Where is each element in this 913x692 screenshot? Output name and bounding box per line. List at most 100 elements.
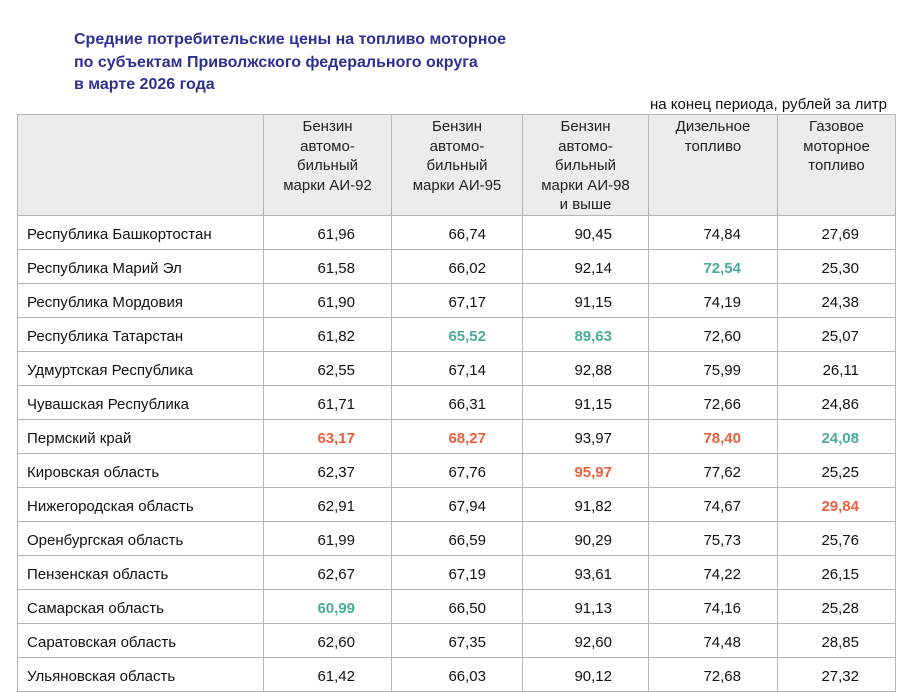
diesel-price-cell: 77,62 — [648, 452, 778, 488]
header-row: Бензин автомо-бильный марки АИ-92 Бензин авт… — [17, 114, 896, 216]
diesel-column-header: Дизельное топливо — [648, 114, 778, 216]
region-name-cell: Республика Мордовия — [17, 282, 264, 318]
header-line: бильный — [426, 157, 488, 174]
price-value: 91,82 — [574, 497, 612, 515]
diesel-price-cell: 72,54 — [648, 248, 778, 284]
price-value: 66,59 — [448, 531, 486, 549]
gas-price-cell: 24,38 — [777, 282, 896, 318]
price-value: 91,13 — [574, 599, 612, 617]
ai95-price-cell: 66,02 — [391, 248, 523, 284]
price-value: 66,50 — [448, 599, 486, 617]
ai92-price-cell: 61,71 — [263, 384, 392, 420]
price-value: 93,97 — [574, 429, 612, 447]
table-row: Нижегородская область 62,91 67,94 91,82 74,6… — [17, 486, 896, 522]
price-value: 66,31 — [448, 395, 486, 413]
ai92-price-cell: 62,37 — [263, 452, 392, 488]
price-value: 62,60 — [317, 633, 355, 651]
price-value: 24,38 — [821, 293, 859, 311]
ai95-price-cell: 66,31 — [391, 384, 523, 420]
price-value: 67,14 — [448, 361, 486, 379]
table-row: Республика Мордовия 61,90 67,17 91,15 74,19 2… — [17, 282, 896, 318]
ai98-price-cell: 93,61 — [522, 554, 649, 590]
header-line: моторное — [803, 137, 870, 155]
ai98-price-cell: 95,97 — [522, 452, 649, 488]
ai95-price-cell: 66,74 — [391, 214, 523, 250]
header-line: топливо — [684, 137, 742, 155]
diesel-price-cell: 74,22 — [648, 554, 778, 590]
region-name-cell: Пензенская область — [17, 554, 264, 590]
table-row: Чувашская Республика 61,71 66,31 91,15 72,66… — [17, 384, 896, 420]
diesel-price-cell: 75,99 — [648, 350, 778, 386]
price-value: 61,82 — [317, 327, 355, 345]
price-value: 65,52 — [448, 327, 486, 345]
ai92-price-cell: 63,17 — [263, 418, 392, 454]
title-line-2: по субъектам Приволжского федерального о… — [74, 53, 478, 71]
gas-price-cell: 25,76 — [777, 520, 896, 556]
price-value: 25,07 — [821, 327, 859, 345]
title-line-1: Средние потребительские цены на топливо … — [74, 31, 507, 48]
region-name-cell: Пермский край — [17, 418, 264, 454]
unit-note: на конец периода, рублей за литр — [649, 96, 887, 113]
table-row: Пензенская область 62,67 67,19 93,61 74,22 26… — [17, 554, 896, 590]
price-value: 61,71 — [317, 395, 355, 413]
ai95-price-cell: 65,52 — [391, 316, 523, 352]
price-value: 74,84 — [703, 225, 741, 243]
price-value: 67,76 — [448, 463, 486, 481]
ai92-price-cell: 62,55 — [263, 350, 392, 386]
price-value: 74,19 — [703, 293, 741, 311]
price-value: 25,25 — [821, 463, 859, 481]
price-value: 72,68 — [703, 667, 741, 685]
price-value: 92,14 — [574, 259, 612, 277]
gas-price-cell: 25,28 — [777, 588, 896, 624]
price-value: 24,08 — [821, 429, 859, 447]
diesel-price-cell: 75,73 — [648, 520, 778, 556]
price-value: 67,17 — [448, 293, 486, 311]
header-line: и выше — [559, 196, 612, 213]
table-row: Кировская область 62,37 67,76 95,97 77,62 25,… — [17, 452, 896, 488]
header-line: автомо- — [300, 137, 355, 155]
header-line: автомо- — [429, 137, 485, 155]
diesel-price-cell: 72,68 — [648, 656, 778, 692]
ai92-price-cell: 62,67 — [263, 554, 392, 590]
price-value: 62,91 — [317, 497, 355, 515]
header-line: автомо- — [558, 137, 613, 155]
ai92-price-cell: 61,90 — [263, 282, 392, 318]
table-row: Ульяновская область 61,42 66,03 90,12 72,68 2… — [17, 656, 896, 692]
price-value: 25,28 — [821, 599, 859, 617]
price-value: 62,67 — [317, 565, 355, 583]
gas-price-cell: 25,07 — [777, 316, 896, 352]
ai92-price-cell: 61,99 — [263, 520, 392, 556]
header-line: Бензин — [431, 118, 482, 135]
ai98-price-cell: 90,45 — [522, 214, 649, 250]
ai98-price-cell: 91,13 — [522, 588, 649, 624]
ai98-price-cell: 92,88 — [522, 350, 649, 386]
diesel-price-cell: 74,19 — [648, 282, 778, 318]
diesel-price-cell: 74,84 — [648, 214, 778, 250]
price-value: 91,15 — [574, 293, 612, 311]
ai95-price-cell: 67,14 — [391, 350, 523, 386]
gas-column-header: Газовое моторное топливо — [777, 114, 896, 216]
ai95-price-cell: 67,17 — [391, 282, 523, 318]
header-line: Бензин — [302, 118, 353, 135]
diesel-price-cell: 74,16 — [648, 588, 778, 624]
ai98-price-cell: 93,97 — [522, 418, 649, 454]
price-value: 67,19 — [448, 565, 486, 583]
gas-price-cell: 26,15 — [777, 554, 896, 590]
diesel-price-cell: 78,40 — [648, 418, 778, 454]
price-value: 61,42 — [317, 667, 355, 685]
price-value: 68,27 — [448, 429, 486, 447]
price-value: 28,85 — [821, 633, 859, 651]
ai98-price-cell: 91,15 — [522, 384, 649, 420]
table-row: Республика Башкортостан 61,96 66,74 90,45 74… — [17, 214, 896, 250]
ai92-price-cell: 61,82 — [263, 316, 392, 352]
header-line: Бензин — [560, 118, 611, 135]
ai95-price-cell: 67,94 — [391, 486, 523, 522]
gas-price-cell: 29,84 — [777, 486, 896, 522]
ai95-price-cell: 67,76 — [391, 452, 523, 488]
price-value: 66,03 — [448, 667, 486, 685]
header-line: марки АИ-92 — [283, 176, 372, 194]
ai95-price-cell: 66,03 — [391, 656, 523, 692]
price-value: 75,99 — [703, 361, 741, 379]
price-value: 74,16 — [703, 599, 741, 617]
table-row: Республика Марий Эл 61,58 66,02 92,14 72,54 2… — [17, 248, 896, 284]
